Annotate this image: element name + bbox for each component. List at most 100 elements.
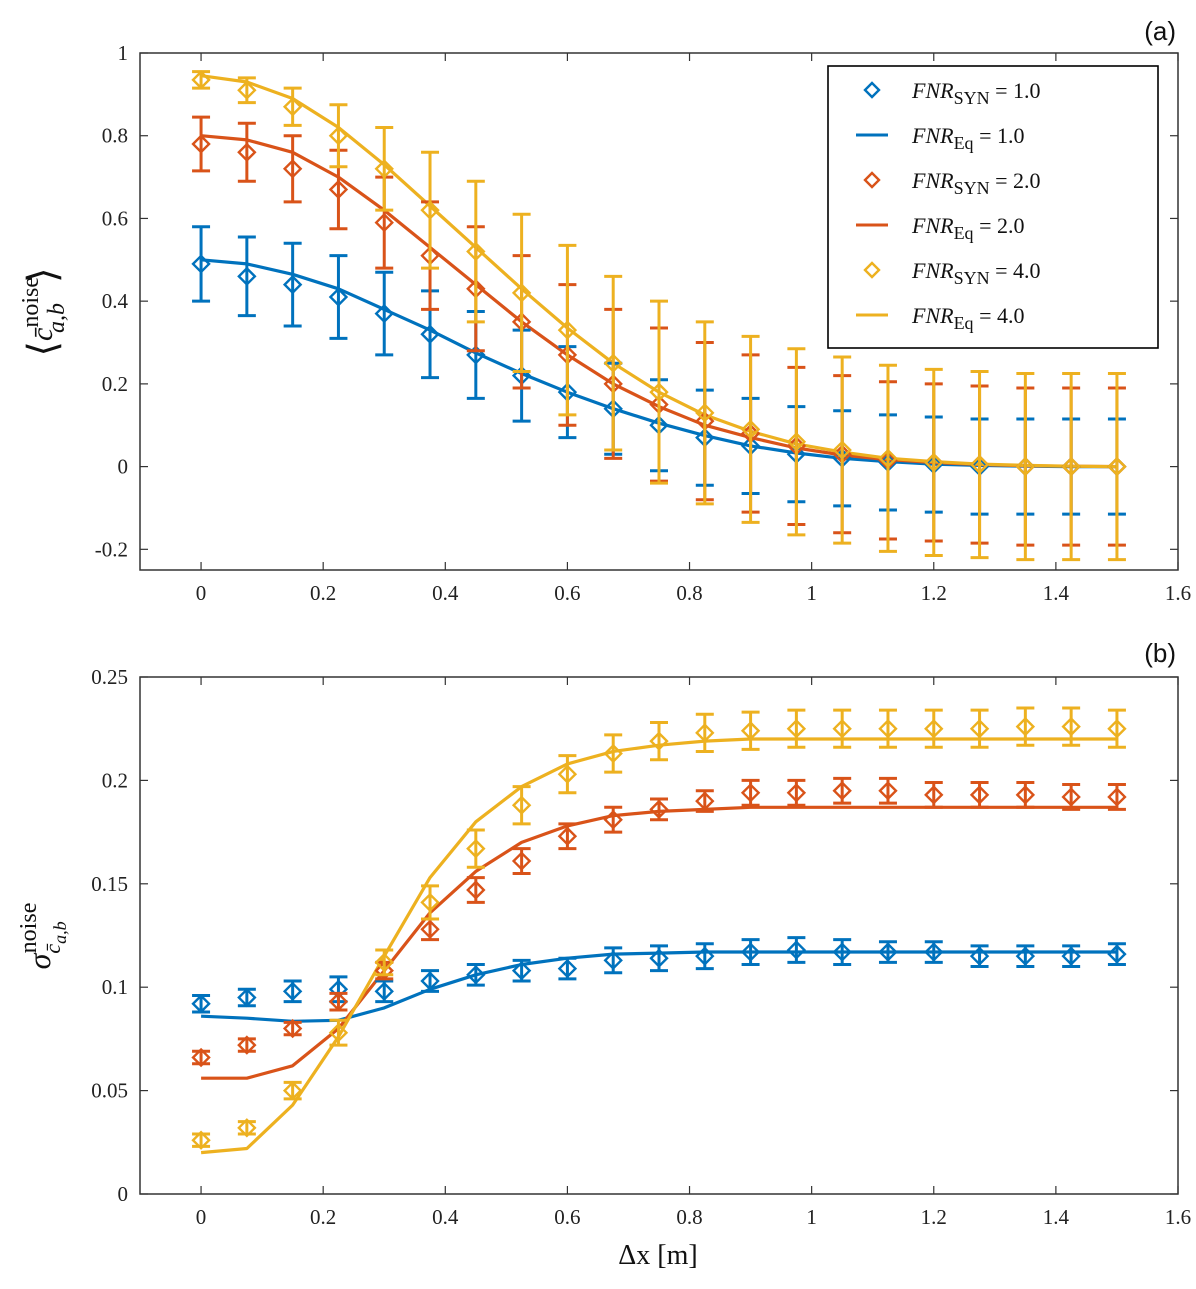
legend: FNRSYN = 1.0 FNREq = 1.0 FNRSYN = 2.0 FNREq…: [827, 65, 1159, 349]
panel-b-data-point: [603, 950, 623, 971]
legend-entry: FNREq = 4.0: [911, 303, 1024, 333]
panel-b-data-point: [1107, 787, 1127, 807]
panel-a-data-point: [1015, 456, 1036, 477]
panel-b-data-point: [466, 838, 486, 859]
panel-a-data-point: [374, 159, 394, 179]
panel-b-y-tick-label: 0: [118, 1182, 129, 1206]
panel-b-data-point: [237, 987, 257, 1008]
panel-b-data-point: [420, 971, 440, 991]
panel-b-data-point: [969, 719, 990, 739]
panel-b-data-point: [1061, 946, 1081, 966]
panel-a-data-point: [1107, 456, 1127, 477]
panel-b-y-axis-label: σc̄a,bnoise: [16, 903, 70, 970]
panel-a-y-axis-label: ⟨c̄noisea,b⟩: [18, 267, 70, 356]
panel-b-data-point: [1061, 787, 1081, 807]
panel-b-data-point: [1061, 716, 1081, 737]
panel-a-data-point: [557, 320, 578, 340]
panel-b-data-point: [740, 783, 761, 803]
legend-entry: FNREq = 2.0: [911, 213, 1024, 243]
panel-b-data-point: [1015, 716, 1036, 737]
panel-b-y-tick-label: 0.2: [102, 768, 128, 792]
panel-b-data-point: [191, 1130, 211, 1150]
panel-b-data-point: [511, 795, 532, 815]
panel-b-x-tick-label: 1.6: [1165, 1205, 1191, 1229]
panel-b-data-point: [1107, 944, 1127, 964]
panel-b-data-point: [832, 942, 852, 962]
panel-a-data-point: [832, 440, 852, 460]
panel-b-y-tick-label: 0.05: [91, 1079, 128, 1103]
panel-a-data-point: [374, 303, 394, 324]
panel-a-x-tick-label: 0.4: [432, 581, 459, 605]
panel-b-data-point: [1107, 719, 1127, 739]
panel-a-data-point: [1061, 456, 1081, 477]
panel-b-data-point: [466, 880, 486, 900]
panel-b-data-point: [924, 942, 944, 962]
panel-b-data-point: [649, 948, 669, 968]
panel-b-data-point: [695, 946, 715, 966]
panel-a-x-tick-label: 1: [806, 581, 817, 605]
panel-a-y-tick-label: 0: [118, 455, 129, 479]
panel-a-y-tick-label: -0.2: [95, 537, 128, 561]
panel-b-data-point: [924, 719, 944, 739]
panel-a-data-point: [740, 419, 761, 440]
panel-b-data-point: [328, 1022, 349, 1043]
panel-b-data-point: [420, 919, 440, 939]
panel-b-data-point: [511, 960, 532, 981]
panel-b-data-point: [420, 892, 440, 913]
panel-b-data-point: [740, 942, 761, 962]
panel-a-data-point: [237, 266, 257, 287]
panel-a-y-tick-label: 0.6: [102, 206, 128, 230]
panel-a-data-point: [191, 70, 211, 90]
panel-b-x-tick-label: 0.6: [554, 1205, 580, 1229]
panel-a-data-point: [374, 212, 394, 233]
panel-a-data-point: [328, 126, 349, 146]
panel-a-x-tick-label: 0: [196, 581, 207, 605]
panel-b-data-point: [832, 719, 852, 739]
panel-a-label: (a): [1144, 16, 1176, 46]
legend-entry: FNRSYN = 2.0: [911, 168, 1041, 198]
panel-b-data-point: [786, 719, 807, 739]
panel-b-data-point: [878, 719, 898, 739]
panel-a-data-point: [649, 382, 669, 402]
panel-b-x-tick-label: 0: [196, 1205, 207, 1229]
panel-a-x-tick-label: 1.6: [1165, 581, 1191, 605]
panel-a-data-point: [191, 254, 211, 274]
legend-marker: [863, 261, 881, 279]
panel-b-data-point: [282, 1080, 303, 1101]
panel-a-data-point: [420, 324, 440, 344]
panel-a-y-tick-label: 1: [118, 41, 129, 65]
panel-b-data-point: [740, 721, 761, 741]
panel-b-data-point: [649, 799, 669, 820]
panel-a-data-point: [237, 142, 257, 162]
legend-marker: [863, 171, 881, 189]
panel-b-x-tick-label: 1.2: [921, 1205, 947, 1229]
panel-a-data-point: [603, 353, 623, 373]
panel-b-data-point: [878, 781, 898, 801]
panel-b-x-tick-label: 1: [806, 1205, 817, 1229]
panel-b-data-point: [237, 1035, 257, 1055]
panel-b-data-point: [557, 764, 578, 784]
panel-b-data-point: [786, 783, 807, 803]
panel-b-y-tick-label: 0.15: [91, 872, 128, 896]
panel-b-data-point: [969, 946, 990, 966]
panel-a-data-point: [969, 454, 990, 475]
panel-b-data-point: [878, 942, 898, 962]
panel-a-x-tick-label: 0.2: [310, 581, 336, 605]
panel-b-x-tick-label: 0.8: [676, 1205, 702, 1229]
panel-a-data-point: [328, 179, 349, 200]
panel-a-x-tick-label: 1.4: [1043, 581, 1070, 605]
panel-b-x-tick-label: 0.4: [432, 1205, 459, 1229]
panel-b-data-point: [466, 965, 486, 985]
panel-a-y-tick-label: 0.2: [102, 372, 128, 396]
panel-b-data-point: [649, 731, 669, 751]
panel-a-data-point: [511, 283, 532, 303]
panel-b-data-point: [557, 826, 578, 846]
legend-entry: FNRSYN = 1.0: [911, 78, 1041, 108]
svg-text:⟨c̄noisea,b⟩: ⟨c̄noisea,b⟩: [18, 267, 70, 356]
panel-b-data-point: [969, 785, 990, 805]
panel-a-y-tick-label: 0.8: [102, 124, 128, 148]
panel-a-data-point: [695, 403, 715, 423]
x-axis-label: Δx [m]: [618, 1240, 697, 1271]
panel-b-data-point: [282, 981, 303, 1002]
panel-b-y-tick-label: 0.1: [102, 975, 128, 999]
